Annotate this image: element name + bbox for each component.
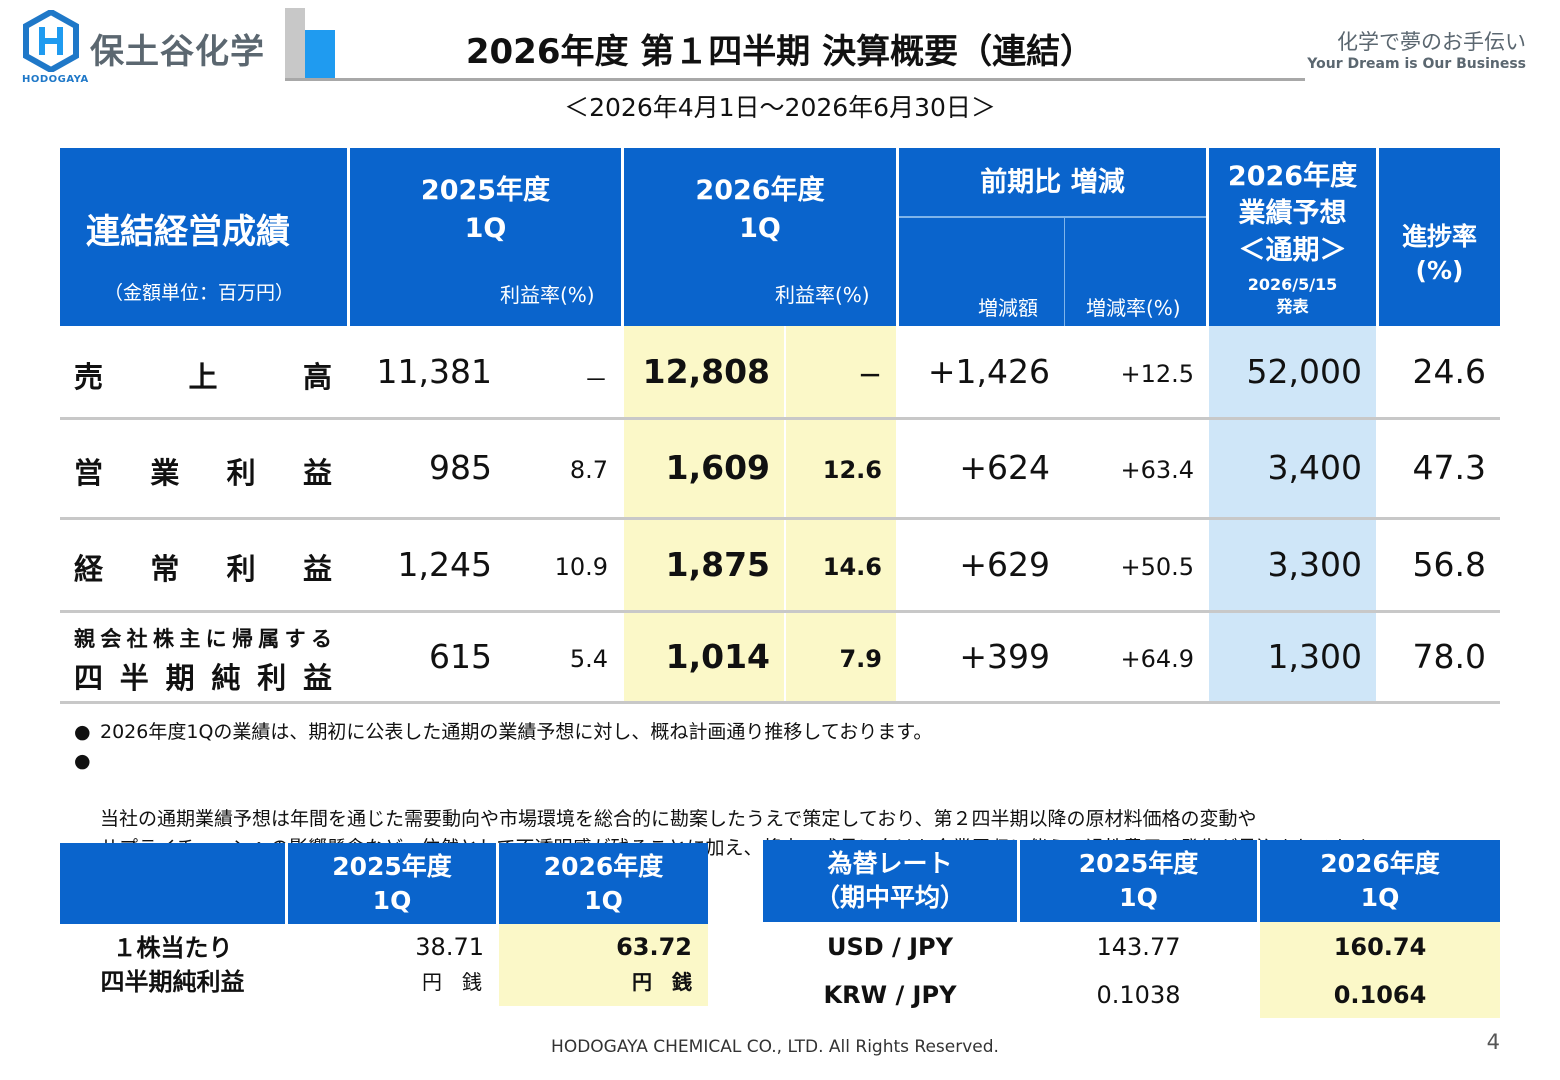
row-label-operating-profit: 営業利益 <box>74 456 332 490</box>
net-income-forecast: 1,300 <box>1267 637 1362 676</box>
bullet-icon: ● <box>74 721 91 743</box>
company-logo: 保土谷化学 HODOGAYA <box>20 8 264 88</box>
fx-pair: USD / JPY <box>826 933 954 961</box>
net-income-fy2025-margin: 5.4 <box>569 645 608 673</box>
sales-fy2026: 12,808 <box>642 352 770 391</box>
header-forecast: 2026年度 業績予想 ＜通期＞ <box>1227 161 1358 266</box>
sales-progress: 24.6 <box>1412 352 1486 391</box>
slogan-jp: 化学で夢のお手伝い <box>1337 30 1526 54</box>
ordinary-yoy-amount: +629 <box>959 545 1050 584</box>
header-forecast-date: 2026/5/15 発表 <box>1247 275 1338 316</box>
footer-copyright: HODOGAYA CHEMICAL CO., LTD. All Rights R… <box>551 1037 999 1057</box>
page-title: 2026年度 第１四半期 決算概要（連結） <box>465 32 1095 72</box>
fx-fy2026: 0.1064 <box>1333 981 1427 1009</box>
sales-fy2025-margin: － <box>584 366 608 394</box>
title-decoration <box>285 8 335 80</box>
operating-fy2025-margin: 8.7 <box>569 456 608 484</box>
eps-fy2026-highlight <box>499 924 708 1006</box>
net-income-fy2026: 1,014 <box>665 637 770 676</box>
operating-fy2026-margin: 12.6 <box>822 456 882 484</box>
header-fy2026: 2026年度 1Q <box>695 175 825 244</box>
bullet-icon: ● <box>74 750 91 772</box>
fx-header-label: 為替レート （期中平均） <box>814 849 965 912</box>
net-income-yoy-rate: +64.9 <box>1120 645 1194 673</box>
sales-yoy-rate: +12.5 <box>1120 360 1194 388</box>
eps-fy2026-value: 63.72 <box>616 933 692 961</box>
net-income-fy2026-margin: 7.9 <box>839 645 882 673</box>
hodogaya-logo-icon <box>23 10 79 72</box>
fx-header <box>763 840 1500 922</box>
header-yoy: 前期比 増減 <box>980 167 1125 198</box>
note-item: ● 2026年度1Qの業績は、期初に公表した通期の業績予想に対し、概ね計画通り推… <box>74 718 1534 747</box>
net-income-yoy-amount: +399 <box>959 637 1050 676</box>
header-yoy-rate: 増減率(%) <box>1086 296 1181 320</box>
operating-yoy-amount: +624 <box>959 448 1050 487</box>
fx-fy2026-highlight <box>1260 922 1500 1018</box>
table-header <box>60 148 1500 326</box>
company-name: 保土谷化学 <box>90 32 265 72</box>
ordinary-fy2025: 1,245 <box>397 545 492 584</box>
sales-fy2025: 11,381 <box>376 352 492 391</box>
slogan-en: Your Dream is Our Business <box>1307 56 1526 72</box>
operating-progress: 47.3 <box>1412 448 1486 487</box>
fx-pair: KRW / JPY <box>823 981 957 1009</box>
fx-fy2026: 160.74 <box>1333 933 1427 961</box>
fx-col-fy2026: 2026年度 1Q <box>1320 849 1440 912</box>
eps-fy2026-unit: 円 銭 <box>632 970 692 994</box>
sales-fy2026-margin: － <box>858 362 882 390</box>
title-underline <box>285 78 1305 81</box>
operating-fy2026: 1,609 <box>665 448 770 487</box>
eps-label: １株当たり 四半期純利益 <box>100 934 245 996</box>
ordinary-forecast: 3,300 <box>1267 545 1362 584</box>
eps-col-fy2026: 2026年度 1Q <box>543 852 664 915</box>
consolidated-results-table: 連結経営成績 （金額単位：百万円） 2025年度 1Q 利益率(%) 2026年… <box>60 148 1500 704</box>
page-number: 4 <box>1486 1030 1500 1054</box>
fy2026-highlight <box>624 326 896 704</box>
operating-fy2025: 985 <box>429 448 492 487</box>
period-range: ＜2026年4月1日～2026年6月30日＞ <box>564 93 996 122</box>
operating-forecast: 3,400 <box>1267 448 1362 487</box>
sales-forecast: 52,000 <box>1246 352 1362 391</box>
company-sub: HODOGAYA <box>22 74 89 85</box>
row-label-ordinary-profit: 経常利益 <box>74 552 332 586</box>
ordinary-fy2025-margin: 10.9 <box>554 553 608 581</box>
net-income-progress: 78.0 <box>1412 637 1486 676</box>
header-fy2025-margin: 利益率(%) <box>500 283 595 307</box>
header-fy2026-margin: 利益率(%) <box>775 283 870 307</box>
fx-fy2025: 143.77 <box>1096 933 1181 961</box>
ordinary-yoy-rate: +50.5 <box>1120 553 1194 581</box>
fx-fy2025: 0.1038 <box>1096 981 1181 1009</box>
header-fy2025: 2025年度 1Q <box>420 175 551 244</box>
eps-fy2025-unit: 円 銭 <box>422 970 482 994</box>
row-label-sales: 売上高 <box>74 360 332 394</box>
header-yoy-amount: 増減額 <box>978 296 1038 320</box>
ordinary-fy2026-margin: 14.6 <box>822 553 882 581</box>
ordinary-fy2026: 1,875 <box>665 545 770 584</box>
operating-yoy-rate: +63.4 <box>1120 456 1194 484</box>
row-label-net-income: 親会社株主に帰属する 四半期純利益 <box>74 627 332 695</box>
eps-table: 2025年度 1Q 2026年度 1Q １株当たり 四半期純利益 38.71 円… <box>60 843 708 1010</box>
eps-fy2025-value: 38.71 <box>415 933 484 961</box>
header-progress: 進捗率 (%) <box>1401 222 1477 285</box>
header-unit: （金額単位：百万円） <box>104 282 295 304</box>
sales-yoy-amount: +1,426 <box>927 352 1050 391</box>
net-income-fy2025: 615 <box>429 637 492 676</box>
eps-col-fy2025: 2025年度 1Q <box>332 852 452 915</box>
fx-col-fy2025: 2025年度 1Q <box>1078 849 1199 912</box>
eps-header <box>60 843 708 924</box>
fx-rate-table: 為替レート （期中平均） 2025年度 1Q 2026年度 1Q USD / J… <box>763 840 1500 1018</box>
forecast-highlight <box>1209 326 1376 704</box>
ordinary-progress: 56.8 <box>1412 545 1486 584</box>
header-title: 連結経営成績 <box>86 212 290 252</box>
